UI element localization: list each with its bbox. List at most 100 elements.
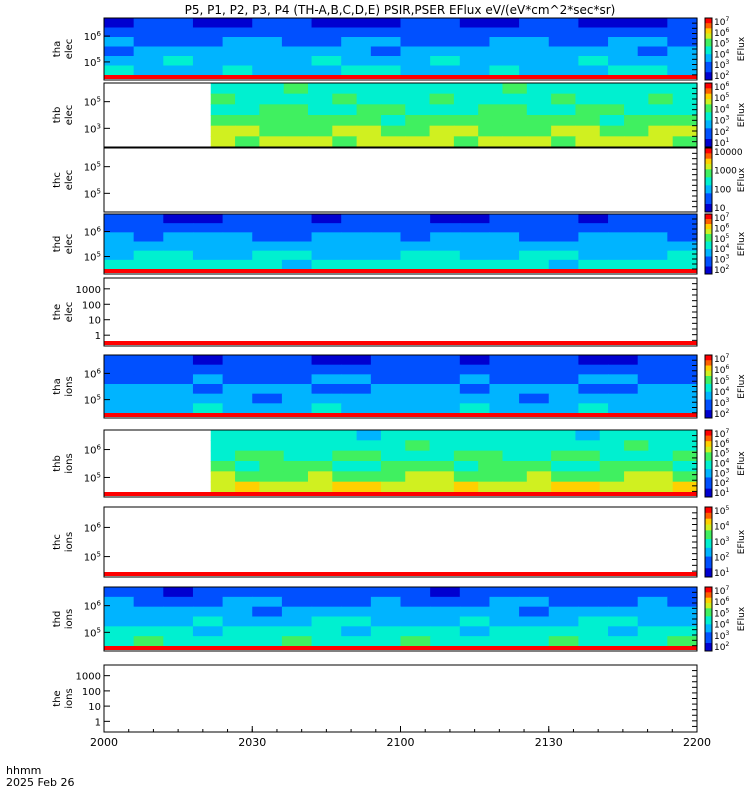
spectrogram-cell (548, 606, 579, 618)
spectrogram-cell (637, 241, 668, 252)
spectrogram-cell (341, 18, 372, 29)
spectrogram-cell (400, 259, 431, 270)
spectrogram-cell (405, 450, 431, 462)
spectrogram-cell (526, 83, 552, 95)
spectrogram-cell (430, 355, 461, 366)
saturation-band (104, 269, 697, 273)
spectrogram-cell (104, 46, 135, 57)
spectrogram-cell (341, 364, 372, 375)
colorbar-cell (705, 399, 712, 403)
spectrogram-cell (575, 461, 601, 472)
colorbar-cell (705, 449, 712, 453)
spectrogram-cell (356, 471, 382, 483)
spectrogram-cell (608, 626, 639, 637)
colorbar-tick-label: 105 (714, 92, 729, 104)
spectrogram-cell (548, 241, 579, 252)
colorbar-cell (705, 93, 712, 97)
spectrogram-cell (502, 481, 528, 493)
spectrogram-cell (341, 65, 372, 76)
spectrogram-cell (429, 430, 455, 441)
spectrogram-cell (526, 115, 552, 127)
spectrogram-cell (599, 136, 625, 148)
spectrogram-cell (192, 65, 224, 76)
spectrogram-cell (311, 250, 342, 261)
spectrogram-cell (133, 374, 164, 385)
colorbar-cell (705, 18, 712, 22)
spectrogram-cell (222, 241, 253, 252)
spectrogram-cell (637, 223, 668, 233)
spectrogram-cell (222, 214, 253, 224)
colorbar-tick-label: 1000 (714, 167, 737, 177)
saturation-band (104, 492, 697, 496)
spectrogram-cell (648, 104, 674, 116)
spectrogram-cell (370, 56, 402, 67)
colorbar-frame (704, 586, 713, 652)
colorbar-cell (705, 373, 712, 377)
spectrogram-cell (551, 440, 577, 452)
spectrogram-cell (667, 56, 698, 67)
spectrogram-cell (599, 471, 625, 483)
spectrogram-cell (430, 18, 461, 29)
spectrogram-cell (380, 440, 406, 452)
y-tick-label: 106 (84, 30, 102, 43)
spectrogram-cell (283, 440, 309, 452)
spectrogram-cell (222, 65, 253, 76)
colorbar-title: EFlux (737, 167, 747, 192)
colorbar-cell (705, 104, 712, 108)
spectrogram-cell (163, 65, 194, 76)
colorbar-cell (705, 376, 712, 380)
spectrogram-cell (370, 241, 402, 252)
spectrogram-cell (163, 56, 194, 67)
colorbar-tick-label: 104 (714, 103, 729, 115)
colorbar-cell (705, 244, 712, 247)
spectrogram-cell (667, 223, 698, 233)
spectrogram-cell (608, 355, 639, 366)
spectrogram-cell (637, 374, 668, 385)
spectrogram-cell (608, 18, 639, 29)
spectrogram-cell (519, 65, 550, 76)
y-tick-label: 105 (84, 251, 101, 264)
spectrogram-cell (405, 471, 431, 483)
spectrogram-cell (599, 115, 625, 127)
colorbar-cell (705, 182, 712, 186)
spectrogram-cell (459, 56, 491, 67)
spectrogram-cell (259, 461, 285, 472)
spectrogram-cell (341, 606, 372, 618)
spectrogram-cell (578, 214, 609, 224)
y-tick-label: 105 (84, 471, 101, 484)
x-tick-label: 2200 (683, 736, 711, 749)
spectrogram-cell (459, 18, 491, 29)
spectrogram-cell (341, 616, 372, 627)
spectrogram-cell (430, 65, 461, 76)
spectrogram-cell (429, 461, 455, 472)
spectrogram-cell (104, 223, 135, 233)
spectrogram-cell (281, 596, 313, 608)
spectrogram-cell (578, 355, 609, 366)
spectrogram-cell (235, 136, 260, 148)
colorbar-cell (705, 430, 712, 434)
colorbar-cell (705, 128, 712, 132)
colorbar-cell (705, 169, 712, 173)
spectrogram-cell (259, 440, 285, 452)
colorbar-cell (705, 524, 712, 528)
colorbar-cell (705, 133, 712, 137)
spectrogram-cell (459, 636, 491, 647)
panel-label-probe: thc (52, 534, 63, 550)
colorbar-cell (705, 219, 712, 222)
spectrogram-cell (667, 403, 698, 414)
spectrogram-cell (478, 481, 504, 493)
spectrogram-cell (648, 471, 674, 483)
saturation-band (104, 646, 697, 650)
colorbar-cell (705, 544, 712, 549)
spectrogram-cell (648, 450, 674, 462)
colorbar-cell (705, 88, 712, 92)
x-tick-label: 2000 (90, 736, 118, 749)
spectrogram-cell (380, 104, 406, 116)
spectrogram-cell (311, 403, 342, 414)
colorbar-cell (705, 226, 712, 230)
colorbar-cell (705, 452, 712, 456)
spectrogram-cell (405, 115, 431, 127)
spectrogram-cell (519, 364, 550, 375)
